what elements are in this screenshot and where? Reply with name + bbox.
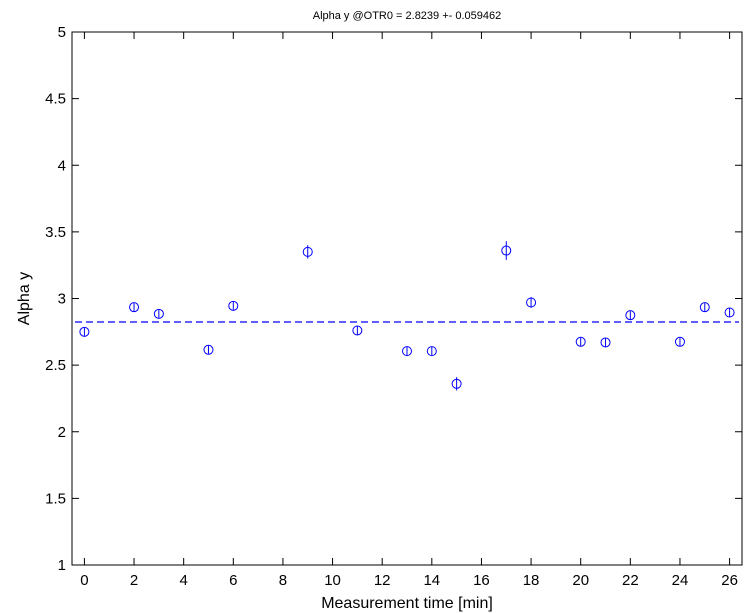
data-point	[79, 326, 90, 337]
x-tick-label: 20	[572, 572, 589, 589]
data-point	[699, 302, 710, 313]
data-point	[153, 308, 164, 319]
y-tick-label: 2	[58, 424, 66, 441]
x-tick-label: 6	[229, 572, 237, 589]
data-point	[228, 300, 239, 311]
y-tick-label: 2.5	[45, 357, 66, 374]
x-tick-label: 14	[423, 572, 440, 589]
y-tick-label: 4.5	[45, 91, 66, 108]
x-tick-label: 12	[374, 572, 391, 589]
data-point	[575, 336, 586, 347]
plot-frame	[71, 31, 743, 566]
x-tick-label: 16	[473, 572, 490, 589]
data-point	[451, 378, 462, 389]
y-tick-label: 5	[58, 24, 66, 41]
x-tick-label: 26	[721, 572, 738, 589]
x-tick-label: 18	[523, 572, 540, 589]
y-axis-title: Alpha y	[16, 272, 33, 325]
data-point	[625, 310, 636, 321]
data-point	[302, 246, 313, 257]
data-point	[526, 297, 537, 308]
x-tick-label: 2	[130, 572, 138, 589]
y-tick-label: 1	[58, 557, 66, 574]
data-point	[501, 245, 512, 256]
x-tick-label: 0	[80, 572, 88, 589]
y-tick-label: 4	[58, 157, 66, 174]
x-tick-label: 4	[179, 572, 187, 589]
data-point	[203, 344, 214, 355]
data-point	[402, 346, 412, 357]
y-tick-label: 3	[58, 291, 66, 308]
y-tick-label: 3.5	[45, 224, 66, 241]
x-tick-label: 24	[672, 572, 689, 589]
data-point	[674, 336, 685, 347]
chart-title: Alpha y @OTR0 = 2.8239 +- 0.059462	[313, 10, 502, 22]
data-point	[129, 302, 140, 313]
x-axis-title: Measurement time [min]	[321, 595, 493, 612]
x-tick-label: 8	[279, 572, 287, 589]
x-tick-label: 22	[622, 572, 639, 589]
data-point	[600, 337, 611, 348]
y-tick-label: 1.5	[45, 490, 66, 507]
data-point	[352, 325, 363, 336]
data-point	[426, 346, 437, 357]
x-tick-label: 10	[324, 572, 341, 589]
data-point	[724, 307, 735, 318]
